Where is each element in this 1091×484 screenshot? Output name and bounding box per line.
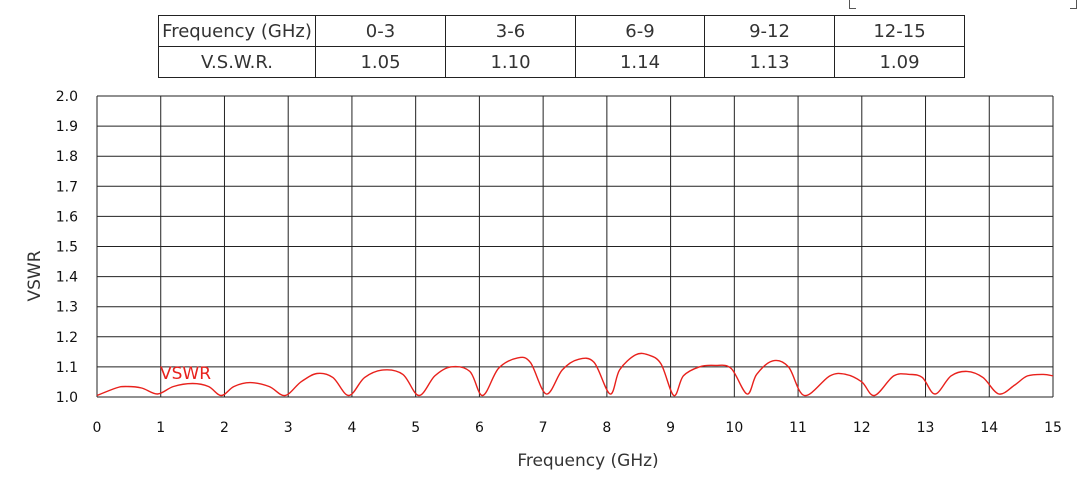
y-tick-label: 1.6 xyxy=(56,209,78,225)
x-axis-title: Frequency (GHz) xyxy=(517,451,658,471)
table-row-vswr: V.S.W.R. 1.05 1.10 1.14 1.13 1.09 xyxy=(158,46,965,78)
table-cell: 12-15 xyxy=(834,15,965,47)
x-tick-label: 12 xyxy=(853,420,871,436)
x-tick-label: 6 xyxy=(475,420,484,436)
vswr-spec-table: Frequency (GHz) 0-3 3-6 6-9 9-12 12-15 V… xyxy=(158,15,965,78)
x-tick-label: 11 xyxy=(789,420,807,436)
y-axis-title: VSWR xyxy=(25,250,45,301)
x-tick-label: 7 xyxy=(539,420,548,436)
table-cell: 1.10 xyxy=(445,46,576,78)
y-tick-label: 1.9 xyxy=(56,119,78,135)
y-tick-label: 1.2 xyxy=(56,330,78,346)
y-tick-label: 1.1 xyxy=(56,360,78,376)
y-tick-label: 1.7 xyxy=(56,179,78,195)
y-tick-label: 1.3 xyxy=(56,300,78,316)
vswr-spec-table-wrap: Frequency (GHz) 0-3 3-6 6-9 9-12 12-15 V… xyxy=(158,15,965,78)
x-tick-label: 13 xyxy=(917,420,935,436)
clipped-bracket-right xyxy=(1070,0,1077,9)
series-label-vswr: VSWR xyxy=(160,364,211,384)
y-tick-label: 1.8 xyxy=(56,149,78,165)
table-cell: 1.14 xyxy=(575,46,705,78)
x-tick-label: 8 xyxy=(602,420,611,436)
x-tick-label: 9 xyxy=(666,420,675,436)
y-tick-labels: 1.0 1.1 1.2 1.3 1.4 1.5 1.6 1.7 1.8 1.9 2.0 xyxy=(56,89,78,406)
table-cell: 1.05 xyxy=(315,46,446,78)
y-tick-label: 2.0 xyxy=(56,89,78,105)
x-tick-label: 3 xyxy=(284,420,293,436)
table-cell: 1.13 xyxy=(704,46,835,78)
x-tick-label: 14 xyxy=(980,420,998,436)
y-tick-label: 1.4 xyxy=(56,270,78,286)
table-cell: 1.09 xyxy=(834,46,965,78)
table-row-frequency: Frequency (GHz) 0-3 3-6 6-9 9-12 12-15 xyxy=(158,15,965,47)
x-tick-label: 15 xyxy=(1044,420,1062,436)
x-tick-label: 0 xyxy=(93,420,102,436)
y-tick-label: 1.5 xyxy=(56,240,78,256)
x-tick-label: 5 xyxy=(411,420,420,436)
y-tick-label: 1.0 xyxy=(56,390,78,406)
x-tick-label: 1 xyxy=(156,420,165,436)
x-tick-label: 2 xyxy=(220,420,229,436)
series-line-vswr xyxy=(96,352,1054,397)
chart-grid xyxy=(96,95,1054,398)
x-tick-label: 4 xyxy=(347,420,356,436)
table-cell: 0-3 xyxy=(315,15,446,47)
clipped-bracket-left xyxy=(849,0,856,9)
x-tick-labels: 0 1 2 3 4 5 6 7 8 9 10 11 12 13 14 15 xyxy=(93,420,1062,436)
x-tick-label: 10 xyxy=(725,420,743,436)
